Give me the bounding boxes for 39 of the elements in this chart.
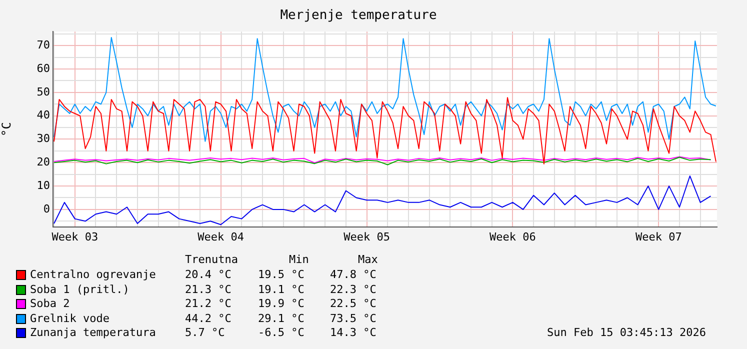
text: 22.3 °C: [330, 282, 376, 296]
text: 21.3 °C: [185, 282, 232, 296]
text: -6.5 °C: [258, 326, 304, 339]
legend-label: Zunanja temperatura: [30, 326, 156, 339]
legend-label: Grelnik vode: [30, 312, 110, 324]
text: 19.9 °C: [258, 297, 304, 310]
y-tick-label: 0: [43, 202, 50, 216]
text: 29.1 °C: [258, 312, 304, 324]
text: 47.8 °C: [330, 268, 376, 281]
text: Max: [358, 253, 378, 266]
text: 44.2 °C: [185, 312, 232, 324]
text: Sun Feb 15 03:45:13 2026: [547, 326, 706, 339]
text: 5.7 °C: [185, 326, 225, 339]
text: 22.5 °C: [330, 297, 376, 310]
x-tick-label: Week 06: [490, 230, 536, 244]
text: 19.5 °C: [258, 268, 304, 281]
legend-label: Soba 2: [30, 297, 70, 310]
y-axis-title: °C: [0, 122, 14, 137]
legend-label: Soba 1 (pritl.): [30, 282, 130, 296]
x-tick-label: Week 04: [198, 230, 244, 244]
y-tick-label: 20: [36, 156, 50, 169]
y-tick-label: 30: [36, 132, 50, 146]
text: Trenutna: [185, 253, 238, 266]
text: 20.4 °C: [185, 268, 232, 281]
x-tick-label: Week 07: [635, 230, 682, 244]
text: 14.3 °C: [330, 326, 376, 339]
y-tick-label: 60: [36, 62, 50, 75]
y-tick-label: 40: [36, 108, 50, 122]
text: 21.2 °C: [185, 297, 232, 310]
chart-title: Merjenje temperature: [280, 8, 437, 24]
legend-label: Centralno ogrevanje: [30, 268, 156, 281]
text: 19.1 °C: [258, 282, 304, 296]
x-tick-label: Week 05: [344, 230, 390, 244]
y-tick-label: 10: [36, 178, 50, 192]
text: 73.5 °C: [330, 312, 376, 324]
x-tick-label: Week 03: [52, 230, 98, 244]
y-tick-label: 50: [36, 85, 50, 98]
y-tick-label: 70: [36, 38, 50, 52]
text: Min: [289, 253, 309, 266]
